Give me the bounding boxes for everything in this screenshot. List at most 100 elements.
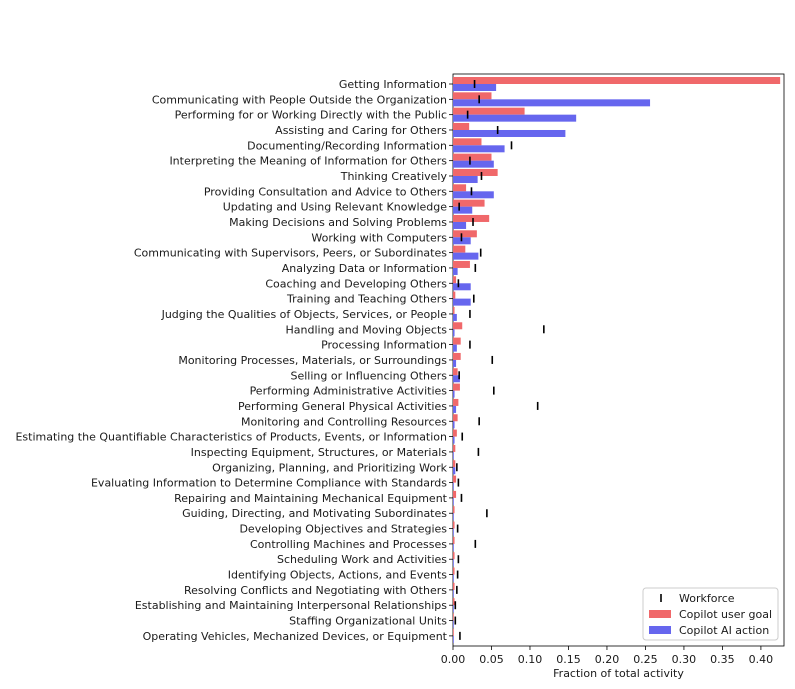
- category-label: Staffing Organizational Units: [289, 615, 447, 628]
- bar-user-goal: [453, 444, 456, 452]
- bar-user-goal: [453, 460, 456, 468]
- x-tick-label: 0.35: [710, 653, 735, 666]
- bar-ai-action: [453, 405, 457, 413]
- category-label: Identifying Objects, Actions, and Events: [228, 569, 447, 582]
- bar-user-goal: [453, 613, 454, 621]
- bar-ai-action: [453, 99, 651, 107]
- bar-user-goal: [453, 506, 455, 514]
- bar-user-goal: [453, 552, 455, 560]
- category-label: Interpreting the Meaning of Information …: [169, 155, 447, 168]
- bar-ai-action: [453, 390, 455, 398]
- category-label: Communicating with Supervisors, Peers, o…: [134, 247, 447, 260]
- bar-user-goal: [453, 276, 457, 284]
- bar-ai-action: [453, 620, 454, 628]
- category-label: Establishing and Maintaining Interperson…: [135, 599, 447, 612]
- bar-ai-action: [453, 252, 479, 260]
- bar-user-goal: [453, 521, 455, 529]
- category-label: Performing Administrative Activities: [250, 385, 448, 398]
- category-label: Operating Vehicles, Mechanized Devices, …: [143, 630, 448, 643]
- bar-ai-action: [453, 129, 566, 137]
- bar-ai-action: [453, 191, 494, 199]
- category-label: Analyzing Data or Information: [282, 262, 447, 275]
- legend-label: Workforce: [679, 592, 735, 605]
- bar-ai-action: [453, 329, 455, 337]
- x-tick-label: 0.10: [518, 653, 543, 666]
- bar-ai-action: [453, 528, 454, 536]
- bar-user-goal: [453, 337, 461, 345]
- category-label: Evaluating Information to Determine Comp…: [91, 477, 447, 490]
- bar-user-goal: [453, 199, 485, 207]
- bar-user-goal: [453, 352, 461, 360]
- bar-user-goal: [453, 368, 458, 376]
- bar-ai-action: [453, 436, 455, 444]
- category-label: Coaching and Developing Others: [265, 277, 447, 290]
- category-label: Making Decisions and Solving Problems: [229, 216, 447, 229]
- x-tick-label: 0.05: [479, 653, 504, 666]
- category-label: Scheduling Work and Activities: [277, 553, 447, 566]
- workforce-markers-layer: [454, 80, 545, 640]
- legend: Workforce Copilot user goal Copilot AI act…: [642, 587, 779, 641]
- bar-user-goal: [453, 475, 457, 483]
- bar-user-goal: [453, 429, 457, 437]
- bar-ai-action: [453, 559, 454, 567]
- category-label: Organizing, Planning, and Prioritizing W…: [212, 461, 448, 474]
- category-labels: Getting Information Communicating with Pe…: [15, 78, 453, 643]
- bar-ai-action: [453, 589, 454, 597]
- x-axis-ticks: 0.00 0.05 0.10 0.15 0.20 0.25 0.30 0.35 0.40: [441, 646, 773, 666]
- bar-ai-action: [453, 221, 467, 229]
- bar-user-goal: [453, 168, 498, 176]
- bar-user-goal: [453, 582, 455, 590]
- bar-user-goal: [453, 92, 492, 100]
- bar-user-goal: [453, 322, 463, 330]
- bar-user-goal: [453, 122, 470, 130]
- legend-label: Copilot user goal: [679, 608, 772, 621]
- category-label: Resolving Conflicts and Negotiating with…: [184, 584, 447, 597]
- category-label: Selling or Influencing Others: [291, 369, 448, 382]
- bar-ai-action: [453, 359, 457, 367]
- bar-ai-action: [453, 543, 454, 551]
- category-label: Estimating the Quantifiable Characterist…: [15, 431, 447, 444]
- category-label: Performing for or Working Directly with …: [175, 109, 447, 122]
- bar-ai-action: [453, 175, 478, 183]
- category-label: Performing General Physical Activities: [238, 400, 447, 413]
- category-label: Documenting/Recording Information: [247, 139, 447, 152]
- bar-ai-action: [453, 451, 454, 459]
- bar-ai-action: [453, 344, 457, 352]
- category-label: Getting Information: [339, 78, 447, 91]
- bar-ai-action: [453, 267, 458, 275]
- bar-user-goal: [453, 245, 466, 253]
- category-label: Processing Information: [321, 339, 447, 352]
- bar-ai-action: [453, 313, 457, 321]
- bar-user-goal: [453, 628, 454, 636]
- legend-label: Copilot AI action: [679, 624, 769, 637]
- bar-user-goal: [453, 214, 490, 222]
- bar-user-goal: [453, 306, 455, 314]
- bar-ai-action: [453, 635, 454, 643]
- category-label: Working with Computers: [311, 231, 447, 244]
- bar-ai-action: [453, 497, 454, 505]
- category-label: Controlling Machines and Processes: [250, 538, 447, 551]
- legend-swatch: [649, 626, 671, 634]
- x-tick-label: 0.30: [672, 653, 697, 666]
- bar-ai-action: [453, 206, 473, 214]
- bar-ai-action: [453, 298, 471, 306]
- x-tick-label: 0.15: [556, 653, 581, 666]
- category-label: Providing Consultation and Advice to Oth…: [204, 185, 447, 198]
- x-axis-title: Fraction of total activity: [553, 667, 684, 680]
- bar-user-goal: [453, 107, 525, 115]
- bar-user-goal: [453, 77, 781, 84]
- bar-ai-action: [453, 375, 460, 383]
- category-label: Inspecting Equipment, Structures, or Mat…: [191, 446, 448, 459]
- category-label: Communicating with People Outside the Or…: [152, 93, 447, 106]
- bar-ai-action: [453, 283, 471, 291]
- category-label: Judging the Qualities of Objects, Servic…: [161, 308, 448, 321]
- bar-ai-action: [453, 513, 454, 521]
- x-tick-label: 0.20: [595, 653, 620, 666]
- category-label: Monitoring Processes, Materials, or Surr…: [178, 354, 447, 367]
- x-tick-label: 0.40: [749, 653, 774, 666]
- bar-ai-action: [453, 160, 494, 168]
- x-tick-label: 0.25: [633, 653, 658, 666]
- category-label: Assisting and Caring for Others: [275, 124, 447, 137]
- bar-user-goal: [453, 414, 458, 422]
- bar-user-goal: [453, 383, 460, 391]
